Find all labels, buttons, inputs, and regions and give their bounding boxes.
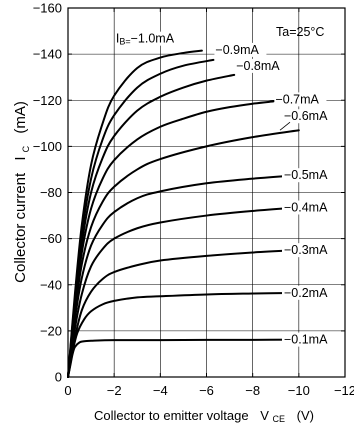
series-label-leader (279, 121, 291, 131)
y-axis-symbol: I (12, 156, 29, 160)
series-label-bg (282, 332, 342, 347)
series-label: −0.8mA (236, 59, 280, 73)
series-curve (67, 73, 236, 378)
series-label: −0.6mA (284, 109, 328, 123)
series-curve (67, 174, 300, 378)
series-label-bg (282, 109, 342, 124)
x-tick-label: −10 (288, 383, 310, 398)
plot-frame (67, 7, 346, 378)
curve-labels: −0.1mA −0.2mA −0.3mA −0.4mA −0.5mA −0.6mA −0.7… (114, 31, 342, 347)
x-tick-label: −2 (107, 383, 122, 398)
y-tick-label: 0 (55, 370, 62, 385)
series-label: −0.3mA (284, 243, 328, 257)
series-label-bg (282, 200, 342, 215)
x-tick-label: −6 (199, 383, 214, 398)
x-tick-label: 0 (64, 383, 71, 398)
series-label: IB=−1.0mA (116, 32, 175, 47)
series-label-subscript: B= (119, 37, 130, 47)
y-axis-title: Collector current I C (mA) (12, 101, 33, 283)
series-label: −0.2mA (284, 286, 328, 300)
x-axis-symbol: V (260, 408, 269, 423)
curves (67, 49, 300, 378)
series-label: −0.9mA (215, 43, 259, 57)
series-label-bg (214, 42, 267, 57)
x-tick-label: −8 (245, 383, 260, 398)
x-axis-symbol-subscript: CE (273, 414, 286, 424)
series-curve (67, 49, 203, 378)
y-tick-label: −100 (33, 139, 62, 154)
series-curve (67, 206, 300, 378)
series-curve (67, 129, 300, 378)
y-tick-label: −20 (40, 323, 62, 338)
series-label: −0.4mA (284, 200, 328, 214)
series-label-prefix: I (116, 32, 119, 46)
series-curve (67, 291, 300, 378)
series-label: −0.1mA (284, 333, 328, 347)
series-label-bg (274, 92, 327, 107)
y-axis-unit: (mA) (12, 101, 29, 134)
x-axis-title-text: Collector to emitter voltage (94, 408, 249, 423)
series-label-bg (282, 243, 342, 258)
x-tick-label: −4 (153, 383, 168, 398)
y-tick-label: −140 (33, 47, 62, 62)
series-label-value: −1.0mA (131, 32, 175, 46)
series-curve (67, 338, 300, 378)
x-axis-unit: (V) (297, 408, 314, 423)
y-tick-label: −40 (40, 277, 62, 292)
series-label: −0.7mA (275, 92, 319, 106)
y-tick-label: −60 (40, 231, 62, 246)
y-tick-label: −80 (40, 185, 62, 200)
annotation: Ta=25°C (276, 25, 324, 39)
series-label: −0.5mA (284, 168, 328, 182)
series-curve (67, 249, 300, 378)
x-axis-title: Collector to emitter voltage V CE (V) (94, 408, 314, 425)
series-label-bg (235, 58, 288, 73)
series-curve (67, 100, 275, 378)
series-label-bg (282, 285, 342, 300)
y-tick-label: −160 (33, 1, 62, 16)
series-label-bg (114, 31, 199, 46)
x-tick-label: −12 (334, 383, 354, 398)
y-axis-symbol-subscript: C (21, 145, 31, 152)
ticks: 0 −2 −4 −6 −8 −10 −120−20−40−60−80−100−120−140… (33, 1, 354, 399)
y-tick-label: −120 (33, 93, 62, 108)
y-axis-title-text: Collector current (12, 172, 29, 283)
series-label-bg (282, 168, 342, 183)
